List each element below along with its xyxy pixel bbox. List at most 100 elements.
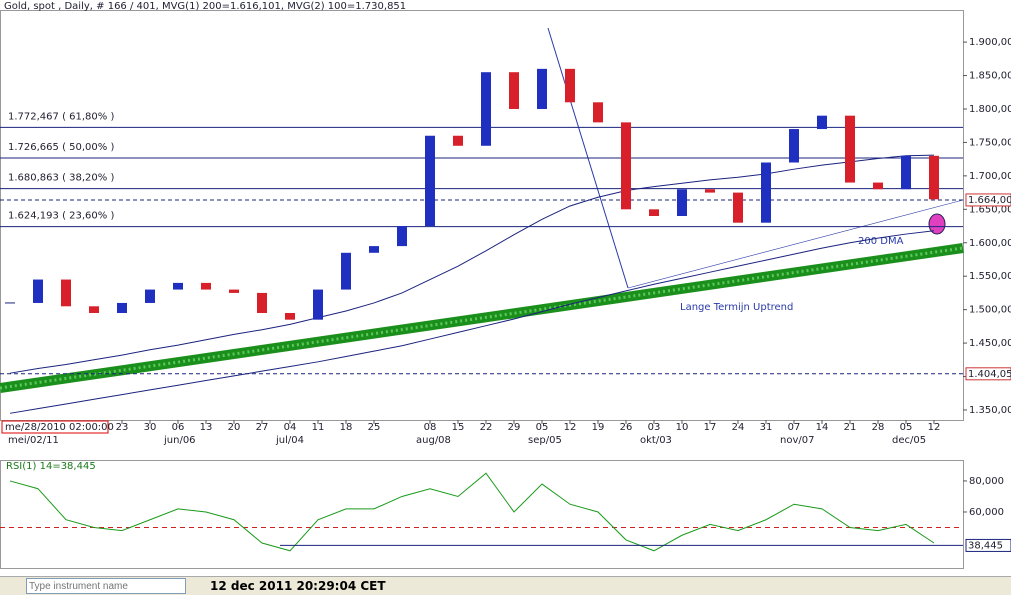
candle <box>145 289 155 303</box>
candle <box>873 182 883 190</box>
x-tick-label: 12 <box>928 422 941 433</box>
candle <box>481 72 491 146</box>
header-title: Gold, spot , Daily, # 166 / 401, MVG(1) … <box>4 1 406 12</box>
x-tick-label: 24 <box>732 422 745 433</box>
x-tick-label: 04 <box>284 422 297 433</box>
rsi-line <box>9 472 935 552</box>
candle <box>61 279 71 307</box>
candle <box>929 155 939 200</box>
candle <box>901 155 911 190</box>
candle <box>313 289 323 320</box>
annotation: Lange Termijn Uptrend <box>680 302 793 313</box>
x-tick-label: 31 <box>760 422 773 433</box>
background <box>0 0 1011 576</box>
candle <box>117 302 127 313</box>
candle <box>89 306 99 313</box>
y-tick-label: 1.550,000 <box>969 271 1011 282</box>
y-tick-label: 1.350,000 <box>969 405 1011 416</box>
status-bar: 12 dec 2011 20:29:04 CET <box>0 576 1011 595</box>
candle <box>677 189 687 217</box>
candle <box>369 246 379 253</box>
month-label: jul/04 <box>275 435 304 446</box>
candle <box>201 282 211 290</box>
x-tick-label: 03 <box>648 422 661 433</box>
ma200-line <box>9 230 935 414</box>
month-label: okt/03 <box>640 435 672 446</box>
trendline-texture <box>0 246 964 390</box>
candle <box>509 72 519 109</box>
y-tick-label: 1.700,000 <box>969 171 1011 182</box>
start-label: me/28/2010 02:00:00 <box>5 422 114 433</box>
candle <box>229 289 239 293</box>
ma100-line <box>9 154 935 374</box>
marker <box>928 213 946 235</box>
candle <box>621 122 631 210</box>
price-frame <box>0 10 964 421</box>
y-tick-label: 1.900,000 <box>969 37 1011 48</box>
month-label: sep/05 <box>528 435 562 446</box>
rsi-y-tick-label: 80,000 <box>969 476 1004 487</box>
annotation: 200 DMA <box>858 236 904 247</box>
candle <box>341 252 351 290</box>
candle <box>761 162 771 223</box>
month-label: aug/08 <box>416 435 451 446</box>
x-tick-label: 05 <box>536 422 549 433</box>
x-tick-label: 18 <box>340 422 353 433</box>
x-tick-label: 23 <box>116 422 129 433</box>
x-tick-label: 20 <box>228 422 241 433</box>
candle <box>705 189 715 193</box>
rsi-current-box <box>965 538 1011 552</box>
fib-label: 1.624,193 ( 23,60% ) <box>8 211 114 222</box>
x-tick-label: 22 <box>480 422 493 433</box>
candle <box>453 135 463 146</box>
x-tick-label: 19 <box>592 422 605 433</box>
x-tick-label: 08 <box>424 422 437 433</box>
level-box <box>965 193 1011 207</box>
x-tick-label: 07 <box>788 422 801 433</box>
x-tick-label: 27 <box>256 422 269 433</box>
candle <box>257 292 267 313</box>
chart-window: Gold, spot , Daily, # 166 / 401, MVG(1) … <box>0 0 1011 576</box>
x-tick-label: 30 <box>144 422 157 433</box>
datetime: 12 dec 2011 20:29:04 CET <box>210 579 386 593</box>
candle <box>173 282 183 290</box>
x-tick-label: 28 <box>872 422 885 433</box>
x-tick-label: 13 <box>200 422 213 433</box>
start-label-box <box>1 420 109 434</box>
fib-label: 1.680,863 ( 38,20% ) <box>8 173 114 184</box>
y-tick-label: 1.800,000 <box>969 104 1011 115</box>
instrument-search[interactable] <box>26 578 186 594</box>
x-tick-label: 12 <box>564 422 577 433</box>
rsi-current-label: 38,445 <box>968 540 1003 551</box>
y-tick-label: 1.500,000 <box>969 305 1011 316</box>
level-label: 1.404,059 <box>968 369 1011 380</box>
x-tick-label: 06 <box>172 422 185 433</box>
fib-label: 1.772,467 ( 61,80% ) <box>8 111 114 122</box>
y-tick-label: 1.850,000 <box>969 71 1011 82</box>
month-label: nov/07 <box>780 435 814 446</box>
candle <box>285 312 295 320</box>
y-tick-label: 1.650,000 <box>969 204 1011 215</box>
candle <box>33 279 43 303</box>
x-tick-label: 15 <box>452 422 465 433</box>
x-tick-label: 10 <box>676 422 689 433</box>
fan-line <box>627 199 964 289</box>
candle <box>789 129 799 163</box>
candle <box>537 68 547 109</box>
candle <box>565 68 575 103</box>
y-tick-label: 1.600,000 <box>969 238 1011 249</box>
fib-label: 1.726,665 ( 50,00% ) <box>8 142 114 153</box>
x-tick-label: 26 <box>620 422 633 433</box>
rsi-frame <box>0 460 964 569</box>
x-tick-label: 11 <box>312 422 325 433</box>
month-label: dec/05 <box>892 435 926 446</box>
candle <box>845 115 855 183</box>
candle <box>397 226 407 247</box>
level-label: 1.664,000 <box>968 195 1011 206</box>
y-tick-label: 1.450,000 <box>969 338 1011 349</box>
candle <box>733 192 743 223</box>
x-tick-label: 25 <box>368 422 381 433</box>
y-tick-label: 1.750,000 <box>969 137 1011 148</box>
candle <box>593 102 603 123</box>
